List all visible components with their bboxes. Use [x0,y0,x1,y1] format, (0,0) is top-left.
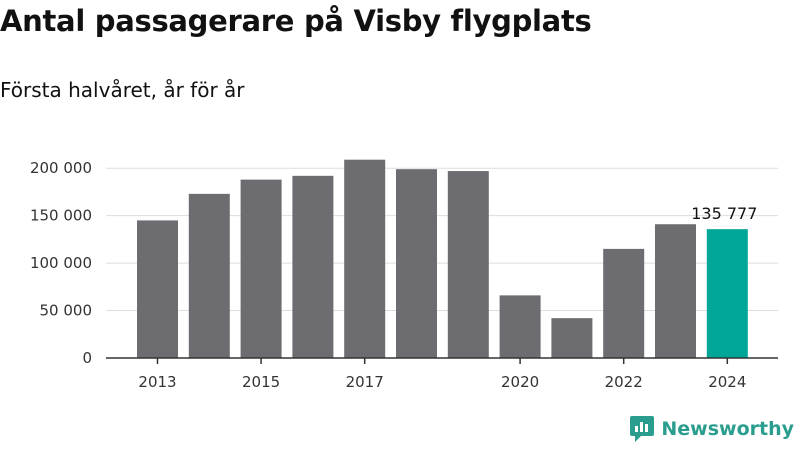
bar-2023 [655,224,696,358]
bar-2013 [137,220,178,358]
bar-2016 [292,175,334,358]
x-tick-label-2013: 2013 [138,373,176,391]
bars [137,159,748,358]
y-tick-label-100000: 100 000 [30,254,92,272]
bar-2020 [499,295,541,358]
bar-2022 [603,248,645,358]
brand-logo: Newsworthy [629,414,794,444]
chart-subtitle: Första halvåret, år för år [0,78,245,102]
y-tick-label-200000: 200 000 [30,159,92,177]
bar-2015 [240,179,282,358]
axes [106,357,778,364]
bar-2019 [447,171,489,358]
y-tick-label-50000: 50 000 [40,302,93,320]
chart-title: Antal passagerare på Visby flygplats [0,4,592,38]
x-tick-label-2024: 2024 [708,373,746,391]
x-tick-label-2017: 2017 [346,373,384,391]
x-tick-label-2020: 2020 [501,373,539,391]
labels: 0 50 000 100 000 150 000 200 000 2013 2015 2017… [30,159,757,391]
y-tick-label-0: 0 [82,349,92,367]
bar-2014 [188,193,230,358]
newsworthy-logo-icon [630,416,655,442]
bar-2017 [344,159,386,358]
bar-2018 [396,169,437,358]
brand-name: Newsworthy [661,418,794,440]
data-label-2024: 135 777 [691,204,757,223]
bar-2024 [706,229,748,358]
x-tick-label-2015: 2015 [242,373,280,391]
y-tick-label-150000: 150 000 [30,207,92,225]
bar-2021 [551,318,593,358]
x-tick-label-2022: 2022 [605,373,643,391]
